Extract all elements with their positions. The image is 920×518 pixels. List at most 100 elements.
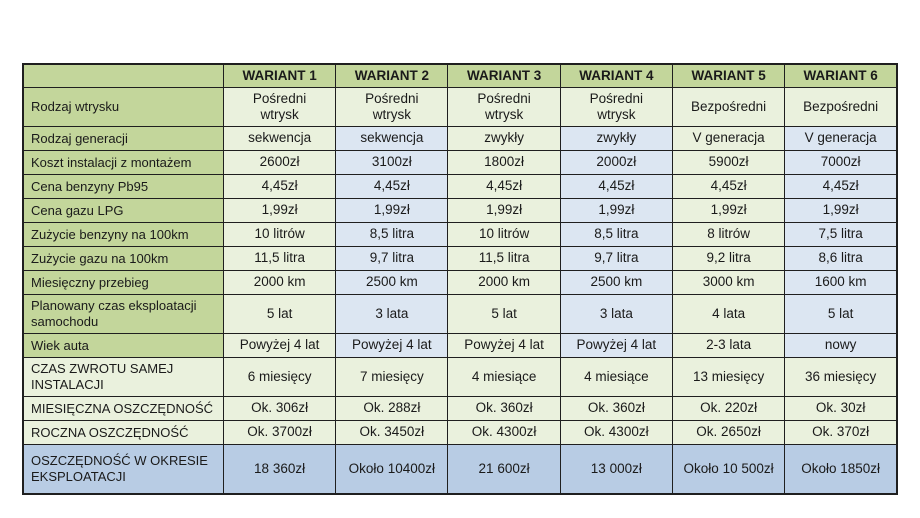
cell: sekwencja [335,126,449,151]
row-label: Planowany czas eksploatacji samochodu [22,294,224,334]
cell: 1,99zł [222,198,337,223]
row-label: Zużycie benzyny na 100km [22,222,224,247]
cell: Pośredni wtrysk [559,87,673,127]
table-row: Rodzaj wtrysku Pośredni wtrysk Pośredni … [22,87,898,127]
column-header: WARIANT 2 [335,63,449,88]
cell: Pośredni wtrysk [222,87,337,127]
cell: 2000zł [559,150,673,175]
cell: 21 600zł [447,444,561,495]
cell: 13 miesięcy [671,357,786,397]
lpg-comparison-table: WARIANT 1 WARIANT 2 WARIANT 3 WARIANT 4 … [22,63,898,495]
cell: Ok. 360zł [447,396,561,421]
row-label: MIESIĘCZNA OSZCZĘDNOŚĆ [22,396,224,421]
row-label: Cena benzyny Pb95 [22,174,224,199]
cell: V generacja [671,126,786,151]
header-row: WARIANT 1 WARIANT 2 WARIANT 3 WARIANT 4 … [22,63,898,88]
row-label: Wiek auta [22,333,224,358]
table-row: Miesięczny przebieg 2000 km 2500 km 2000… [22,270,898,295]
cell: Bezpośredni [671,87,786,127]
row-label: Miesięczny przebieg [22,270,224,295]
cell: 4,45zł [784,174,898,199]
cell: Ok. 288zł [335,396,449,421]
cell: 3100zł [335,150,449,175]
column-header: WARIANT 3 [447,63,561,88]
cell: Pośredni wtrysk [335,87,449,127]
cell: Około 10 500zł [671,444,786,495]
cell: 2000 km [222,270,337,295]
cell: 4 miesiące [559,357,673,397]
row-label: Zużycie gazu na 100km [22,246,224,271]
table-row: Zużycie gazu na 100km 11,5 litra 9,7 lit… [22,246,898,271]
table-row: OSZCZĘDNOŚĆ W OKRESIE EKSPLOATACJI 18 36… [22,444,898,495]
cell: 6 miesięcy [222,357,337,397]
cell: Bezpośredni [784,87,898,127]
row-label: CZAS ZWROTU SAMEJ INSTALACJI [22,357,224,397]
cell: 9,7 litra [335,246,449,271]
cell: 3000 km [671,270,786,295]
cell: 7,5 litra [784,222,898,247]
column-header: WARIANT 4 [559,63,673,88]
cell: 36 miesięcy [784,357,898,397]
cell: Ok. 3450zł [335,420,449,445]
lpg-comparison-table-wrap: WARIANT 1 WARIANT 2 WARIANT 3 WARIANT 4 … [22,63,898,495]
cell: Ok. 2650zł [671,420,786,445]
column-header: WARIANT 5 [671,63,786,88]
cell: Około 10400zł [335,444,449,495]
cell: 2-3 lata [671,333,786,358]
cell: 5 lat [447,294,561,334]
cell: Ok. 360zł [559,396,673,421]
cell: 4 lata [671,294,786,334]
cell: 8,5 litra [559,222,673,247]
cell: 4,45zł [559,174,673,199]
table-row: Rodzaj generacji sekwencja sekwencja zwy… [22,126,898,151]
cell: 4 miesiące [447,357,561,397]
cell: 8 litrów [671,222,786,247]
cell: Ok. 220zł [671,396,786,421]
cell: Około 1850zł [784,444,898,495]
corner-cell [22,63,224,88]
cell: 18 360zł [222,444,337,495]
cell: 8,5 litra [335,222,449,247]
cell: 1,99zł [447,198,561,223]
cell: Ok. 370zł [784,420,898,445]
cell: zwykły [447,126,561,151]
cell: 11,5 litra [447,246,561,271]
cell: 5 lat [222,294,337,334]
cell: 7 miesięcy [335,357,449,397]
table-row: Cena benzyny Pb95 4,45zł 4,45zł 4,45zł 4… [22,174,898,199]
cell: Pośredni wtrysk [447,87,561,127]
table-row: Planowany czas eksploatacji samochodu 5 … [22,294,898,334]
table-row: Cena gazu LPG 1,99zł 1,99zł 1,99zł 1,99z… [22,198,898,223]
cell: V generacja [784,126,898,151]
row-label: Rodzaj wtrysku [22,87,224,127]
cell: 2500 km [559,270,673,295]
cell: 10 litrów [447,222,561,247]
table-row: Wiek auta Powyżej 4 lat Powyżej 4 lat Po… [22,333,898,358]
cell: Powyżej 4 lat [335,333,449,358]
cell: Powyżej 4 lat [559,333,673,358]
cell: Ok. 306zł [222,396,337,421]
table-row: Zużycie benzyny na 100km 10 litrów 8,5 l… [22,222,898,247]
row-label: ROCZNA OSZCZĘDNOŚĆ [22,420,224,445]
cell: 4,45zł [671,174,786,199]
cell: Powyżej 4 lat [222,333,337,358]
cell: 3 lata [335,294,449,334]
cell: 1,99zł [335,198,449,223]
cell: 2600zł [222,150,337,175]
cell: 5900zł [671,150,786,175]
cell: Ok. 3700zł [222,420,337,445]
cell: 9,2 litra [671,246,786,271]
cell: 1600 km [784,270,898,295]
row-label: OSZCZĘDNOŚĆ W OKRESIE EKSPLOATACJI [22,444,224,495]
cell: nowy [784,333,898,358]
table-row: MIESIĘCZNA OSZCZĘDNOŚĆ Ok. 306zł Ok. 288… [22,396,898,421]
cell: 4,45zł [447,174,561,199]
cell: 1,99zł [784,198,898,223]
table-row: CZAS ZWROTU SAMEJ INSTALACJI 6 miesięcy … [22,357,898,397]
cell: 4,45zł [335,174,449,199]
row-label: Rodzaj generacji [22,126,224,151]
cell: 2000 km [447,270,561,295]
cell: 4,45zł [222,174,337,199]
cell: 11,5 litra [222,246,337,271]
